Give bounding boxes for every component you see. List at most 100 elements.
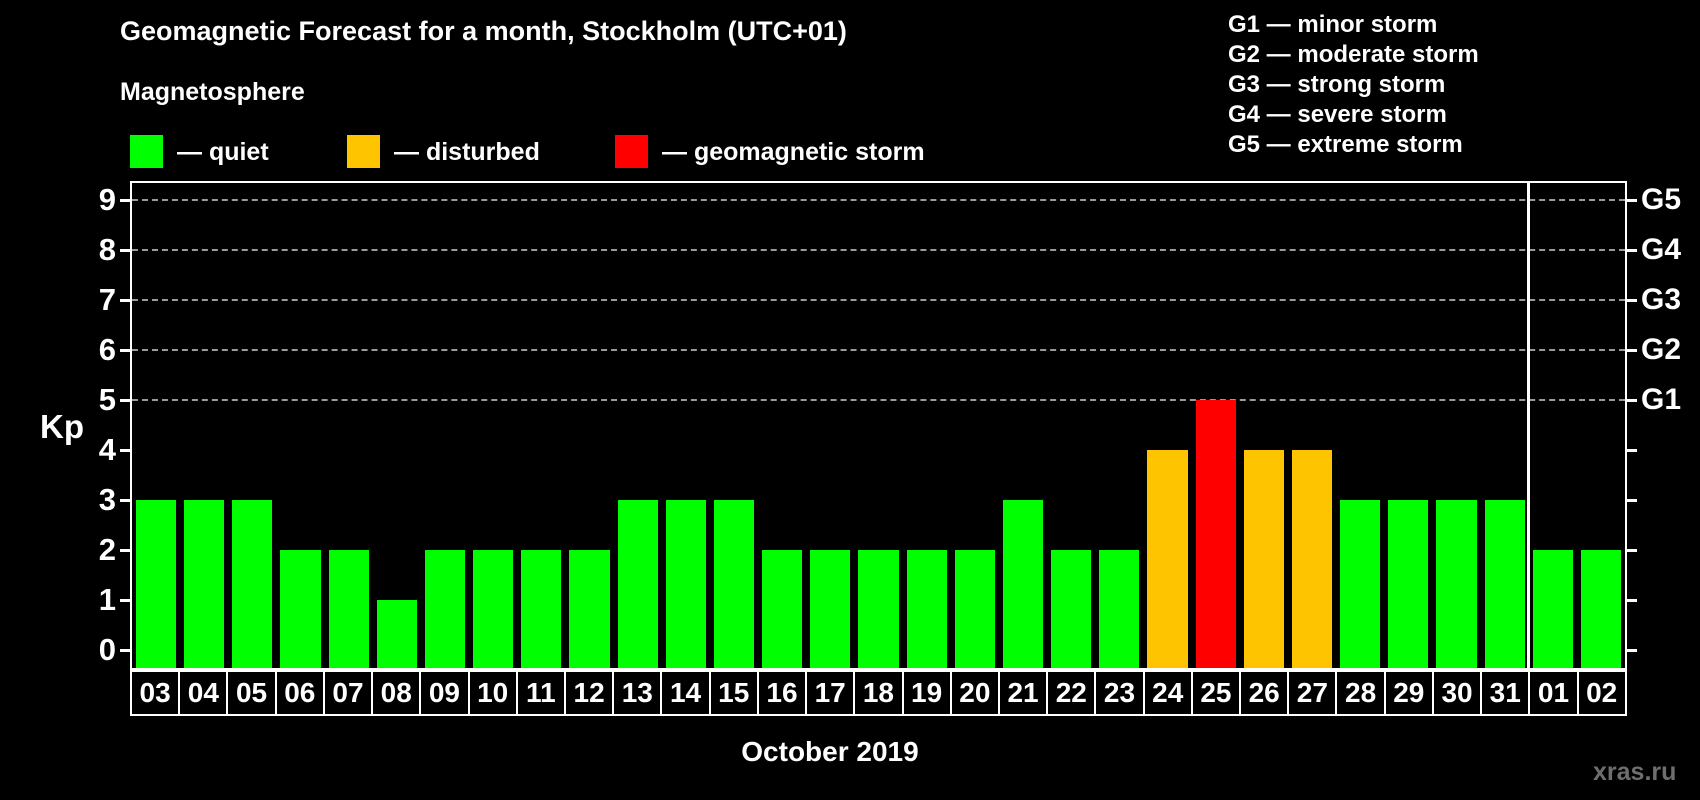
day-label-06: 06 — [277, 672, 325, 714]
gridline-kp-5 — [132, 399, 1625, 401]
bar-day-30 — [1436, 500, 1477, 668]
day-label-04: 04 — [180, 672, 229, 714]
day-label-19: 19 — [904, 672, 952, 714]
day-label-17: 17 — [807, 672, 856, 714]
g-legend-line-g3: G3 — strong storm — [1228, 71, 1446, 98]
bar-day-25 — [1195, 400, 1236, 668]
day-label-28: 28 — [1337, 672, 1386, 714]
day-label-05: 05 — [228, 672, 277, 714]
day-label-08: 08 — [373, 672, 422, 714]
right-tick-kp-4 — [1627, 449, 1637, 452]
day-label-18: 18 — [855, 672, 904, 714]
y-tick-label-4: 4 — [98, 432, 116, 467]
chart-title: Geomagnetic Forecast for a month, Stockh… — [120, 16, 847, 46]
left-tick-kp-9 — [120, 199, 130, 202]
bar-day-31 — [1484, 500, 1525, 668]
y-tick-label-2: 2 — [98, 532, 116, 567]
bar-day-20 — [954, 550, 995, 668]
left-tick-kp-3 — [120, 499, 130, 502]
left-tick-kp-2 — [120, 549, 130, 552]
bar-day-08 — [376, 600, 417, 668]
y-tick-label-9: 9 — [98, 182, 116, 217]
left-tick-kp-8 — [120, 249, 130, 252]
right-tick-kp-8 — [1627, 249, 1637, 252]
bar-day-26 — [1243, 450, 1284, 668]
left-tick-kp-6 — [120, 349, 130, 352]
bar-day-29 — [1388, 500, 1429, 668]
day-label-10: 10 — [470, 672, 518, 714]
day-label-12: 12 — [566, 672, 615, 714]
bar-day-24 — [1147, 450, 1188, 668]
day-label-24: 24 — [1145, 672, 1193, 714]
gridline-kp-9 — [132, 199, 1625, 201]
bar-day-06 — [280, 550, 321, 668]
g-legend-line-g1: G1 — minor storm — [1228, 11, 1438, 38]
day-label-22: 22 — [1048, 672, 1097, 714]
bar-day-15 — [713, 500, 755, 668]
y-tick-label-0: 0 — [98, 632, 116, 667]
day-label-25: 25 — [1193, 672, 1242, 714]
gridline-kp-6 — [132, 349, 1625, 351]
legend-swatch-storm — [615, 135, 648, 168]
right-tick-kp-3 — [1627, 499, 1637, 502]
bar-day-01 — [1532, 550, 1573, 668]
day-label-01: 01 — [1530, 672, 1579, 714]
g-legend-line-g2: G2 — moderate storm — [1228, 41, 1479, 68]
right-tick-kp-6 — [1627, 349, 1637, 352]
legend-label-disturbed: — disturbed — [394, 138, 540, 166]
bar-day-28 — [1340, 500, 1381, 668]
bar-day-22 — [1051, 550, 1092, 668]
day-label-20: 20 — [952, 672, 1000, 714]
day-label-21: 21 — [1000, 672, 1049, 714]
y-tick-label-6: 6 — [98, 332, 116, 367]
gridline-kp-8 — [132, 249, 1625, 251]
right-tick-kp-9 — [1627, 199, 1637, 202]
bar-day-03 — [136, 500, 177, 668]
right-tick-kp-0 — [1627, 649, 1637, 652]
y-axis-title: Kp — [40, 408, 84, 445]
left-tick-kp-5 — [120, 399, 130, 402]
day-label-16: 16 — [759, 672, 808, 714]
right-tick-kp-5 — [1627, 399, 1637, 402]
bar-day-10 — [473, 550, 514, 668]
bar-day-09 — [424, 550, 466, 668]
magnetosphere-legend-title: Magnetosphere — [120, 78, 305, 106]
day-label-30: 30 — [1434, 672, 1483, 714]
day-label-02: 02 — [1586, 677, 1618, 708]
gridline-kp-7 — [132, 299, 1625, 301]
left-tick-kp-0 — [120, 649, 130, 652]
day-label-29: 29 — [1386, 672, 1434, 714]
legend-label-storm: — geomagnetic storm — [662, 138, 925, 166]
day-label-26: 26 — [1241, 672, 1290, 714]
day-label-23: 23 — [1096, 672, 1145, 714]
bar-day-04 — [184, 500, 225, 668]
right-tick-kp-1 — [1627, 599, 1637, 602]
bar-day-27 — [1291, 450, 1333, 668]
bar-day-07 — [328, 550, 369, 668]
bar-day-19 — [906, 550, 947, 668]
left-tick-kp-7 — [120, 299, 130, 302]
bar-day-14 — [665, 500, 706, 668]
bar-day-16 — [762, 550, 803, 668]
left-tick-kp-4 — [120, 449, 130, 452]
g-legend-line-g4: G4 — severe storm — [1228, 101, 1447, 128]
left-tick-kp-1 — [120, 599, 130, 602]
bar-day-23 — [1099, 550, 1140, 668]
day-label-09: 09 — [421, 672, 470, 714]
day-label-27: 27 — [1289, 672, 1338, 714]
day-label-03: 03 — [132, 672, 181, 714]
right-axis-label-g2: G2 — [1641, 333, 1682, 366]
day-label-13: 13 — [614, 672, 663, 714]
y-tick-label-8: 8 — [98, 232, 116, 267]
watermark: xras.ru — [1593, 758, 1677, 786]
right-tick-kp-2 — [1627, 549, 1637, 552]
bar-day-11 — [521, 550, 562, 668]
bar-day-02 — [1580, 550, 1621, 668]
bar-day-17 — [810, 550, 851, 668]
right-axis-label-g5: G5 — [1641, 183, 1682, 216]
day-label-11: 11 — [518, 672, 566, 714]
bar-day-13 — [617, 500, 658, 668]
plot-area — [130, 181, 1627, 670]
legend-label-quiet: — quiet — [177, 138, 269, 166]
